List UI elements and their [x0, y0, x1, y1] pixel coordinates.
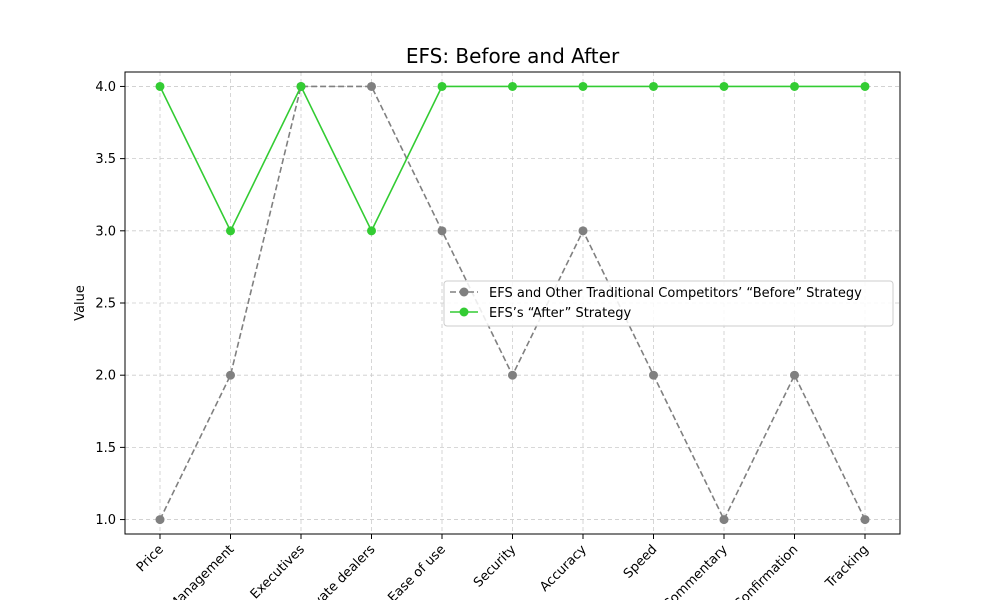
- y-tick-label: 3.0: [95, 224, 116, 239]
- data-point-before: [790, 370, 799, 380]
- legend-box: [443, 280, 894, 327]
- data-point-before: [437, 226, 447, 236]
- legend-marker-after: [459, 307, 469, 317]
- data-point-after: [155, 81, 165, 91]
- y-tick-label: 3.5: [95, 152, 116, 167]
- x-tick-label: Executives: [248, 542, 308, 600]
- x-tick-label: Commentary: [660, 542, 731, 600]
- y-tick-label: 2.5: [95, 297, 116, 312]
- y-tick-label: 1.0: [95, 513, 116, 528]
- data-point-after: [437, 81, 447, 91]
- x-tick-label: Tracking: [822, 542, 872, 592]
- data-point-before: [226, 370, 235, 380]
- data-point-after: [719, 81, 729, 91]
- y-tick-label: 4.0: [95, 80, 116, 95]
- data-point-before: [719, 515, 729, 525]
- data-point-before: [367, 81, 376, 91]
- x-tick-label: Price: [134, 542, 167, 575]
- data-point-before: [649, 370, 658, 380]
- data-point-after: [508, 81, 517, 91]
- legend: EFS and Other Traditional Competitors’ “…: [443, 280, 894, 327]
- x-tick-label: Security: [471, 542, 520, 591]
- data-point-before: [860, 515, 870, 525]
- data-point-after: [367, 226, 376, 236]
- data-point-before: [508, 370, 517, 380]
- data-point-after: [226, 226, 235, 236]
- data-point-after: [790, 81, 799, 91]
- data-point-after: [860, 81, 870, 91]
- data-point-after: [578, 81, 588, 91]
- y-axis-label: Value: [73, 285, 88, 321]
- data-point-after: [296, 81, 306, 91]
- x-tick-label: Private dealers: [299, 542, 379, 600]
- x-tick-label: Speed: [621, 542, 660, 581]
- x-tick-label: Accuracy: [537, 542, 590, 595]
- series-group: [155, 81, 870, 525]
- legend-marker-before: [459, 287, 469, 297]
- data-point-before: [155, 515, 165, 525]
- chart-title: EFS: Before and After: [406, 44, 620, 68]
- y-tick-label: 2.0: [95, 369, 116, 384]
- y-tick-label: 1.5: [95, 441, 116, 456]
- legend-label-before: EFS and Other Traditional Competitors’ “…: [489, 286, 862, 301]
- x-tick-label: Confirmation: [731, 542, 801, 600]
- data-point-after: [649, 81, 658, 91]
- x-tick-label: Ease of use: [385, 542, 448, 600]
- legend-label-after: EFS’s “After” Strategy: [489, 306, 631, 321]
- data-point-before: [578, 226, 588, 236]
- x-tick-label: Management: [166, 542, 237, 600]
